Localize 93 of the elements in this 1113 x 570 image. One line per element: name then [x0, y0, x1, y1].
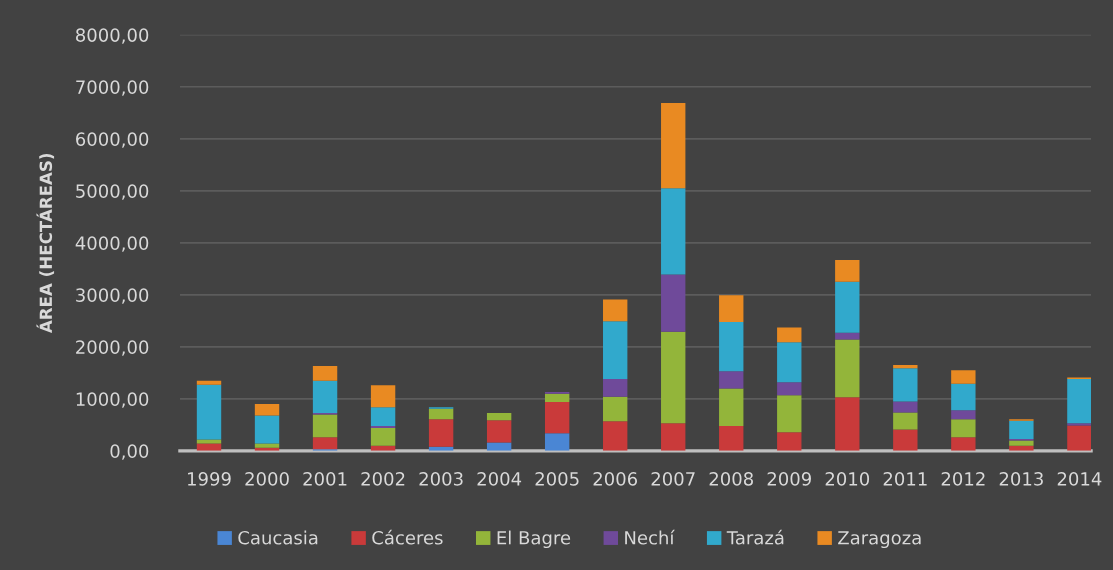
bar [196, 380, 222, 385]
legend-label: Cáceres [372, 529, 443, 545]
bar [893, 368, 918, 402]
x-tick-label: 2001 [303, 472, 347, 486]
y-tick-label: 6000,00 [76, 132, 149, 148]
bar [777, 327, 802, 343]
x-tick-label: 2009 [767, 472, 811, 486]
bar [951, 419, 976, 438]
bar [777, 395, 802, 433]
y-axis-title: ÁREA (HECTÁREAS) [36, 153, 55, 334]
bar [1067, 423, 1091, 426]
bar [1009, 420, 1034, 439]
bar [370, 427, 396, 446]
bar [661, 188, 686, 275]
legend-label: Zaragoza [838, 531, 921, 549]
bar [719, 321, 744, 372]
bar [544, 393, 570, 402]
y-tick-label: 3000,00 [76, 288, 149, 304]
bar [1067, 425, 1091, 451]
bar [951, 437, 976, 451]
bar [370, 407, 396, 426]
bar [254, 415, 280, 444]
bar [486, 420, 512, 443]
bar [661, 423, 686, 451]
bar [544, 433, 570, 451]
bar [428, 408, 454, 420]
legend-label: El Bagre [497, 530, 571, 549]
x-tick-label: 2000 [245, 472, 289, 486]
y-tick-label: 2000,00 [76, 340, 149, 356]
legend-label: Nechí [625, 529, 675, 545]
y-tick-label: 1000,00 [76, 392, 149, 408]
x-tick-label: 2014 [1057, 472, 1102, 486]
x-tick-label: 2006 [593, 472, 638, 486]
y-tick-label: 0,00 [110, 444, 149, 460]
bar [661, 331, 686, 424]
bar [719, 425, 744, 451]
bar [254, 443, 280, 448]
bar [661, 274, 686, 332]
bar [603, 321, 628, 380]
bar [893, 429, 918, 451]
x-tick-label: 2013 [999, 472, 1043, 486]
legend-label: Caucasia [238, 530, 318, 545]
bar [312, 380, 338, 413]
legend-label: Tarazá [726, 529, 784, 545]
y-tick-label: 4000,00 [75, 236, 149, 252]
bar [835, 397, 860, 451]
x-tick-label: 2011 [883, 472, 927, 486]
bar [835, 339, 860, 398]
bar [312, 437, 338, 450]
bar [196, 439, 222, 444]
bar [196, 384, 222, 440]
y-tick-label: 7000,00 [76, 80, 149, 96]
bar [835, 259, 860, 282]
bar [951, 410, 976, 420]
bar [603, 379, 628, 397]
x-tick-label: 2012 [941, 472, 985, 486]
bar [486, 412, 512, 421]
x-tick-label: 2007 [651, 472, 695, 486]
bar [777, 382, 802, 396]
x-tick-label: 2005 [535, 472, 579, 486]
bar [603, 396, 628, 422]
bar [951, 383, 976, 411]
bar [893, 401, 918, 413]
bar [951, 370, 976, 384]
x-tick-label: 2004 [477, 472, 522, 486]
bar [835, 281, 860, 333]
bar [603, 299, 628, 322]
bar [893, 412, 918, 430]
y-tick-label: 8000,00 [76, 28, 149, 44]
bar [1009, 440, 1034, 446]
bar [893, 365, 918, 369]
bar [312, 366, 338, 381]
bar [719, 388, 744, 426]
x-tick-label: 2002 [361, 472, 405, 486]
bar [835, 332, 860, 340]
x-tick-label: 2010 [825, 472, 870, 486]
bar [428, 419, 454, 447]
bar [719, 371, 744, 389]
bar [777, 342, 802, 383]
bar [544, 401, 570, 434]
bar [777, 432, 802, 451]
bar [254, 404, 280, 416]
bar [661, 102, 686, 189]
bar [370, 425, 396, 428]
x-tick-label: 2003 [419, 472, 463, 486]
bar [370, 385, 396, 408]
y-tick-label: 5000,00 [76, 184, 149, 200]
bar [603, 421, 628, 451]
x-tick-label: 2008 [709, 472, 753, 486]
x-tick-label: 1999 [188, 472, 231, 486]
bar [312, 414, 338, 438]
bar [1067, 379, 1091, 424]
bar [719, 295, 744, 322]
